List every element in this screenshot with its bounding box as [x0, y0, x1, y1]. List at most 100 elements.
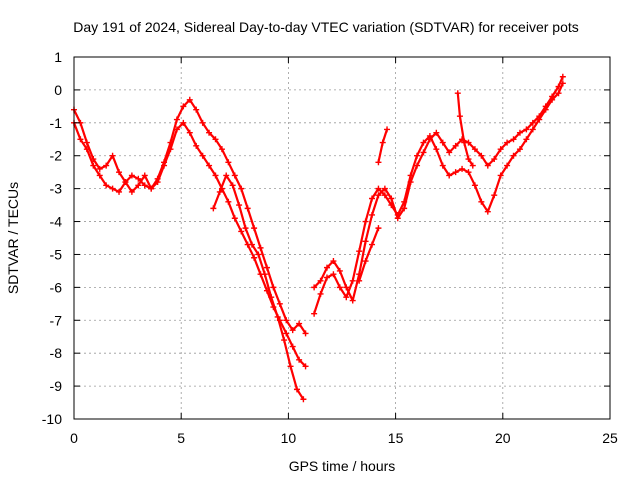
data-point-marker [491, 192, 498, 199]
x-tick-label: 0 [70, 430, 78, 446]
x-tick-label: 10 [281, 430, 297, 446]
data-point-marker [330, 258, 337, 265]
data-point-marker [356, 248, 363, 255]
series-trace [72, 121, 307, 368]
series-3 [210, 172, 307, 403]
data-point-marker [484, 208, 491, 215]
data-point-marker [381, 185, 388, 192]
data-point-marker [478, 152, 485, 159]
series-5 [311, 73, 566, 304]
data-point-marker [384, 126, 391, 133]
data-point-marker [484, 162, 491, 169]
data-point-marker [465, 156, 472, 163]
data-point-marker [471, 146, 478, 153]
data-point-marker [452, 142, 459, 149]
data-point-marker [116, 188, 123, 195]
y-tick-label: -8 [50, 345, 63, 361]
axis-ticks: 10-1-2-3-4-5-6-7-8-9-100 5 10 15 20 25 [42, 49, 618, 446]
data-point-marker [349, 277, 356, 284]
data-point-marker [414, 162, 421, 169]
data-point-marker [135, 182, 142, 189]
data-point-marker [96, 165, 103, 172]
data-point-marker [180, 103, 187, 110]
data-point-marker [173, 116, 180, 123]
data-point-marker [381, 192, 388, 199]
data-point-marker [549, 93, 556, 100]
data-point-marker [375, 192, 382, 199]
data-point-marker [433, 129, 440, 136]
data-point-marker [375, 225, 382, 232]
series-trace [377, 128, 389, 164]
data-point-marker [244, 205, 251, 212]
series-6 [454, 90, 476, 169]
x-axis-label: GPS time / hours [289, 458, 396, 474]
data-point-marker [274, 313, 281, 320]
data-point-marker [504, 162, 511, 169]
data-point-marker [497, 146, 504, 153]
data-point-marker [439, 162, 446, 169]
data-point-marker [103, 182, 110, 189]
data-point-marker [362, 218, 369, 225]
data-point-marker [536, 113, 543, 120]
data-point-marker [375, 159, 382, 166]
data-point-marker [109, 152, 116, 159]
data-point-marker [516, 146, 523, 153]
data-point-marker [135, 175, 142, 182]
data-point-marker [238, 228, 245, 235]
data-point-marker [446, 149, 453, 156]
data-point-marker [199, 119, 206, 126]
data-point-marker [311, 284, 318, 291]
data-point-marker [223, 172, 230, 179]
data-point-marker [141, 172, 148, 179]
series-4 [311, 80, 566, 317]
data-point-marker [268, 294, 275, 301]
data-point-marker [469, 162, 476, 169]
data-point-marker [83, 139, 90, 146]
data-point-marker [167, 146, 174, 153]
data-point-marker [516, 129, 523, 136]
data-point-marker [270, 284, 277, 291]
data-point-marker [238, 185, 245, 192]
data-point-marker [199, 152, 206, 159]
data-point-marker [317, 277, 324, 284]
data-point-marker [77, 136, 84, 143]
data-point-marker [446, 172, 453, 179]
plot-frame [73, 56, 611, 420]
y-tick-label: -5 [50, 246, 63, 262]
data-point-marker [263, 264, 270, 271]
y-tick-label: -7 [50, 312, 63, 328]
data-point-marker [248, 241, 255, 248]
data-point-marker [300, 396, 307, 403]
data-point-marker [439, 139, 446, 146]
data-point-marker [141, 182, 148, 189]
series-trace [456, 92, 474, 167]
data-point-marker [369, 241, 376, 248]
data-point-marker [128, 188, 135, 195]
data-point-marker [193, 106, 200, 113]
data-point-marker [225, 159, 232, 166]
data-point-marker [388, 195, 395, 202]
y-tick-label: -3 [50, 181, 63, 197]
data-point-marker [242, 225, 249, 232]
series-trace [313, 75, 564, 302]
data-point-marker [414, 152, 421, 159]
data-point-marker [555, 83, 562, 90]
data-point-marker [293, 386, 300, 393]
data-point-marker [369, 211, 376, 218]
data-point-marker [109, 185, 116, 192]
data-series [71, 73, 566, 403]
data-point-marker [433, 146, 440, 153]
y-tick-label: 0 [54, 82, 62, 98]
data-point-marker [229, 182, 236, 189]
data-point-marker [206, 162, 213, 169]
data-point-marker [523, 126, 530, 133]
data-point-marker [212, 172, 219, 179]
x-tick-label: 5 [177, 430, 185, 446]
data-point-marker [555, 90, 562, 97]
data-point-marker [478, 198, 485, 205]
x-tick-label: 15 [388, 430, 404, 446]
data-point-marker [401, 205, 408, 212]
data-point-marker [212, 136, 219, 143]
data-point-marker [497, 172, 504, 179]
